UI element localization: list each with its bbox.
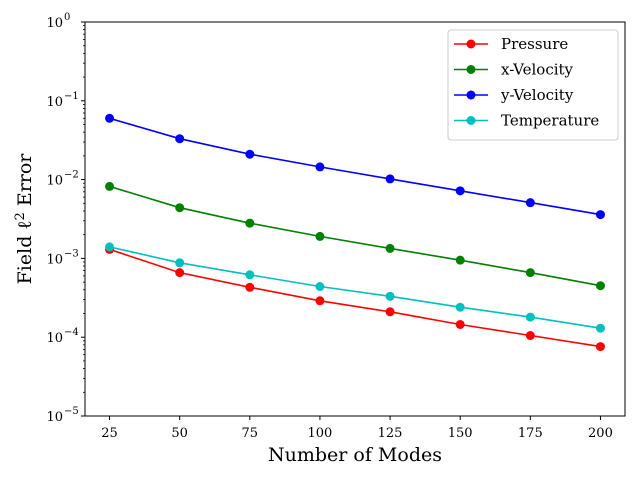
y-tick-exponent: −2 (64, 170, 79, 181)
series-layer (105, 113, 605, 352)
y-tick-label: 10 (46, 95, 63, 110)
x-tick-label: 150 (448, 426, 473, 441)
y-tick-exponent: 0 (64, 12, 70, 23)
data-point-temperature (525, 312, 535, 322)
y-tick-label: 10 (46, 174, 63, 189)
series-line-y-velocity (109, 117, 601, 216)
y-tick-exponent: −4 (64, 327, 79, 338)
legend-label: Pressure (501, 35, 568, 53)
data-point-x-velocity (105, 181, 115, 191)
data-point-temperature (245, 270, 255, 280)
data-point-y-velocity (105, 113, 115, 123)
series-line-pressure (109, 248, 601, 348)
data-point-y-velocity (455, 186, 465, 196)
data-point-pressure (385, 307, 395, 317)
x-tick-label: 75 (242, 426, 259, 441)
series-line-temperature (109, 246, 601, 329)
legend-label: Temperature (501, 112, 599, 130)
legend-marker (466, 116, 476, 125)
y-tick-label: 10 (46, 16, 63, 31)
data-point-x-velocity (315, 231, 325, 241)
data-point-y-velocity (315, 162, 325, 172)
data-point-x-velocity (455, 255, 465, 265)
data-point-y-velocity (175, 134, 185, 144)
x-tick-label: 175 (518, 426, 543, 441)
x-axis-title: Number of Modes (268, 444, 442, 466)
x-axis: 25 50 75 100 125 150 175 200 (101, 416, 613, 441)
legend-marker (466, 65, 476, 74)
y-axis-title: Field ℓ2 Error (13, 153, 36, 285)
y-tick-exponent: −3 (64, 248, 79, 259)
x-tick-label: 100 (308, 426, 333, 441)
series-line-x-velocity (109, 185, 601, 287)
legend-label: x-Velocity (501, 61, 574, 79)
data-point-pressure (245, 282, 255, 292)
y-tick-label: 10 (46, 252, 63, 267)
data-point-temperature (175, 258, 185, 268)
data-point-temperature (385, 291, 395, 301)
data-point-pressure (595, 342, 605, 352)
data-point-y-velocity (595, 210, 605, 220)
data-point-temperature (105, 242, 115, 252)
plot-area (84, 21, 626, 417)
data-point-pressure (175, 268, 185, 278)
x-tick-label: 200 (588, 426, 613, 441)
y-tick-label: 10 (46, 410, 63, 425)
data-point-pressure (525, 331, 535, 341)
legend-box (447, 29, 619, 141)
data-point-x-velocity (525, 268, 535, 278)
data-point-y-velocity (385, 174, 395, 184)
x-tick-label: 50 (171, 426, 188, 441)
data-point-y-velocity (245, 149, 255, 159)
data-point-pressure (455, 319, 465, 329)
data-point-x-velocity (385, 243, 395, 253)
data-point-x-velocity (175, 203, 185, 213)
data-point-temperature (455, 302, 465, 312)
y-tick-label: 10 (46, 331, 63, 346)
data-point-x-velocity (245, 218, 255, 228)
legend-marker (466, 90, 476, 100)
data-point-x-velocity (595, 281, 605, 291)
legend: Pressure x-Velocity y-Velocity Temperature (447, 29, 619, 141)
x-tick-label: 25 (101, 426, 118, 441)
y-tick-exponent: −5 (64, 406, 79, 417)
data-point-temperature (595, 323, 605, 333)
data-point-y-velocity (525, 198, 535, 208)
legend-marker (466, 39, 476, 49)
x-tick-label: 125 (378, 426, 403, 441)
data-point-temperature (315, 281, 325, 291)
legend-label: y-Velocity (500, 86, 574, 104)
y-tick-exponent: −1 (64, 91, 79, 102)
data-point-pressure (315, 296, 325, 306)
